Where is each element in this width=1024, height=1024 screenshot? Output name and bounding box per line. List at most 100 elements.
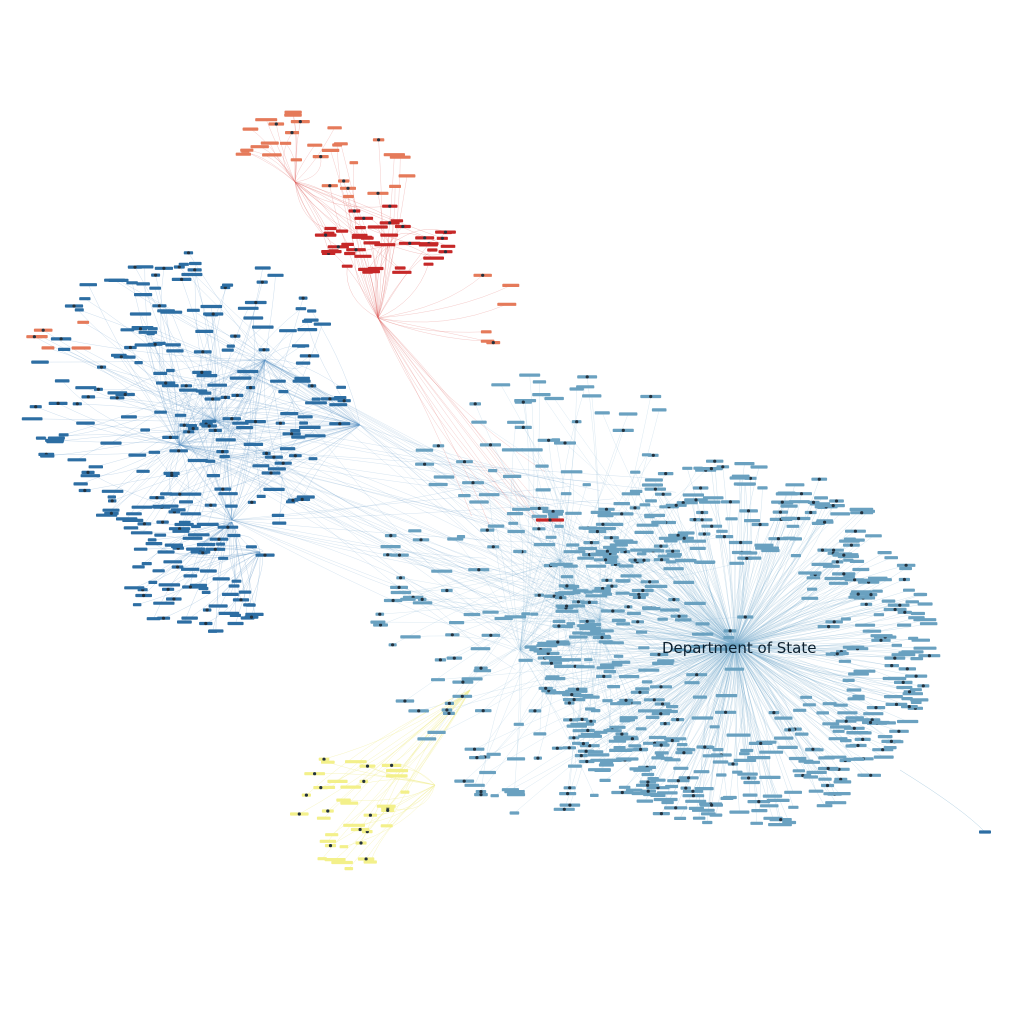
edge <box>254 359 266 497</box>
edge <box>734 555 797 646</box>
node-dot <box>75 402 79 406</box>
node-label-box <box>400 635 421 639</box>
edge <box>170 370 216 421</box>
node-label-box <box>609 748 633 752</box>
edge <box>165 551 261 556</box>
edge <box>647 644 736 783</box>
edge <box>734 644 906 654</box>
node-dot <box>691 794 696 798</box>
edge <box>734 609 896 646</box>
edge <box>681 644 736 745</box>
node-dot <box>440 236 444 240</box>
node-label-box <box>329 403 348 407</box>
node-dot <box>119 355 123 359</box>
edge <box>85 422 361 434</box>
edge <box>621 503 736 646</box>
node-label-box <box>305 401 327 405</box>
node-label-box <box>863 712 884 716</box>
edge <box>343 784 436 801</box>
node-label-box <box>267 273 284 277</box>
edge <box>734 644 865 672</box>
node-label-box <box>694 560 716 564</box>
edge <box>734 583 839 646</box>
edge <box>564 442 736 646</box>
node-label-box <box>494 616 513 621</box>
node-label-box <box>843 558 854 562</box>
node-dot <box>204 621 208 626</box>
edge <box>721 644 736 776</box>
node-label-box <box>339 845 349 849</box>
edge <box>606 644 736 766</box>
node-dot <box>646 789 650 793</box>
node-label-box <box>506 512 524 516</box>
node-dot <box>585 759 589 764</box>
edge <box>54 424 361 442</box>
edge <box>661 644 736 746</box>
edge <box>734 644 841 780</box>
edge <box>231 498 614 521</box>
node-label-box <box>601 592 612 596</box>
edge <box>294 181 360 236</box>
node-label-box <box>263 487 285 491</box>
node-label-box <box>390 590 407 595</box>
node-dot <box>537 593 541 597</box>
edge <box>294 181 403 273</box>
node-label-box <box>615 591 630 595</box>
edge <box>214 402 317 423</box>
edge <box>672 644 736 741</box>
node-label-box <box>833 780 852 784</box>
edge <box>198 551 261 586</box>
node-label-box <box>643 792 660 797</box>
edge <box>734 644 862 721</box>
edge <box>294 181 410 244</box>
edge <box>188 252 266 361</box>
node-dot <box>161 520 165 524</box>
edge <box>359 424 592 545</box>
node-label-box <box>816 711 829 715</box>
node-dot <box>710 803 714 807</box>
node-dot <box>290 131 294 135</box>
node-label-box <box>307 143 323 147</box>
edge <box>61 338 266 361</box>
edge <box>542 644 736 652</box>
edge <box>548 644 736 655</box>
edge <box>734 644 775 713</box>
node-label-box <box>684 681 700 685</box>
edge <box>734 520 753 646</box>
edge <box>515 616 736 647</box>
node-label-box <box>21 417 43 421</box>
edge <box>179 433 292 448</box>
node-label-box <box>199 569 217 573</box>
edge <box>624 644 736 721</box>
node-label-box <box>641 453 652 457</box>
node-label-box <box>897 719 919 724</box>
node-label-box <box>754 543 774 547</box>
edge <box>84 298 216 421</box>
edge <box>264 359 283 524</box>
node-label-box <box>152 504 164 508</box>
node-dot <box>172 597 176 601</box>
edge <box>144 266 181 446</box>
node-label-box <box>910 698 929 702</box>
node-label-box <box>31 360 49 364</box>
node-dot <box>291 498 295 502</box>
edge <box>204 331 216 421</box>
edge <box>410 635 521 651</box>
node-label-box <box>793 708 807 712</box>
node-label-box <box>502 283 520 287</box>
node-dot <box>188 585 192 589</box>
edge <box>657 644 736 788</box>
node-label-box <box>238 590 252 594</box>
node-dot <box>556 640 560 644</box>
node-dot <box>491 545 495 549</box>
edge <box>734 535 874 646</box>
node-label-box <box>877 735 893 739</box>
node-label-box <box>825 801 847 805</box>
node-label-box <box>635 687 650 691</box>
edge <box>214 412 256 422</box>
edge <box>179 444 609 543</box>
node-dot <box>641 588 645 593</box>
node-dot <box>549 661 554 665</box>
node-label-box <box>243 316 264 320</box>
node-label-box <box>830 725 851 729</box>
